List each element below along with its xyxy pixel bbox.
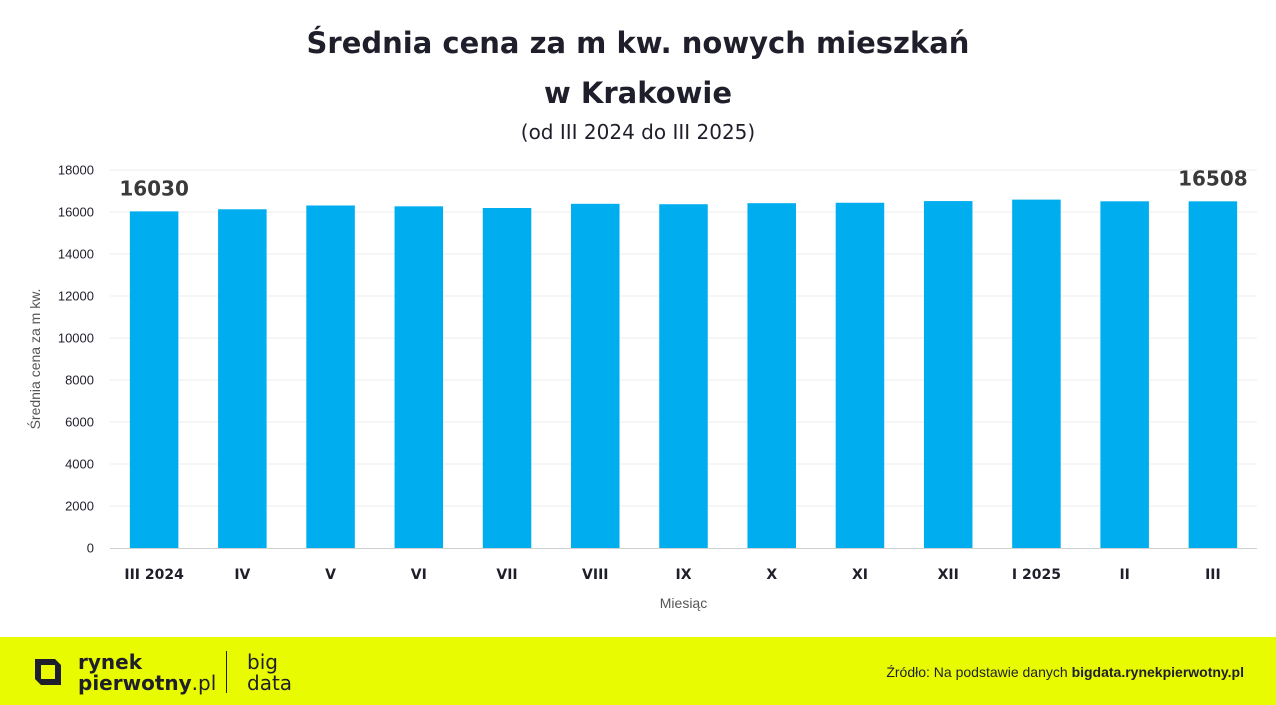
x-tick-label: IX [675,567,691,583]
footer-bar: rynek pierwotny.pl big data Źródło: Na p… [0,637,1276,705]
x-tick-label: II [1119,567,1129,583]
brand-name-main: pierwotny [78,671,192,695]
x-tick-label: III 2024 [124,567,184,583]
y-tick-label: 12000 [58,289,94,304]
y-axis-ticks: 0 2000 4000 6000 8000 10000 12000 14000 16000 180… [58,163,94,556]
x-tick-label: IV [234,567,250,583]
y-tick-label: 14000 [58,247,94,262]
rynekpierwotny-logo-icon [35,659,61,685]
x-axis-ticks: III 2024 IV V VI VII VIII IX X XI XII I 2025 II III [124,567,1220,583]
brand-name-line2: pierwotny.pl [78,672,216,694]
x-tick-label: XI [852,567,868,583]
source-note: Źródło: Na podstawie danych bigdata.ryne… [886,664,1244,680]
brand-name-line1: rynek [78,650,143,674]
bar [306,205,355,549]
y-axis-title: Średnia cena za m kw. [26,289,43,430]
y-tick-label: 4000 [65,457,94,472]
bar [1100,201,1149,548]
bar [1012,199,1061,549]
bar [923,201,973,548]
x-tick-label: VII [496,567,517,583]
y-tick-label: 2000 [65,499,94,514]
source-prefix: Źródło: Na podstawie danych [886,664,1072,680]
data-label: 16508 [1178,166,1248,190]
bar-chart: 0 2000 4000 6000 8000 10000 12000 14000 16000 180… [26,163,1257,611]
bar [129,211,179,548]
y-tick-label: 6000 [65,415,94,430]
bar [218,209,267,548]
y-tick-label: 10000 [58,331,94,346]
chart-title-line1: Średnia cena za m kw. nowych mieszkań [306,26,970,60]
x-tick-label: V [325,567,336,583]
y-tick-label: 16000 [58,205,94,220]
bar [482,208,532,548]
brand-divider [226,651,227,693]
bar [659,204,708,549]
bars [129,199,1238,549]
x-axis-title: Miesiąc [660,595,707,611]
x-tick-label: VI [411,567,427,583]
data-labels: 16030 16508 [119,166,1247,200]
bar [394,206,444,548]
x-tick-label: X [766,567,777,583]
bar [571,203,620,548]
source-link-text: bigdata.rynekpierwotny.pl [1071,664,1244,680]
y-tick-label: 8000 [65,373,94,388]
x-tick-label: VIII [582,567,608,583]
bar [835,202,885,548]
brand-name-suffix: .pl [191,671,217,695]
x-tick-label: III [1205,567,1221,583]
chart-title-line2: w Krakowie [543,76,733,110]
bar [747,203,796,548]
bigdata-logo-line2: data [247,671,293,695]
data-label: 16030 [119,176,189,200]
bar [1188,201,1238,548]
x-tick-label: I 2025 [1012,567,1061,583]
bigdata-logo-line1: big [247,650,278,674]
y-tick-label: 18000 [58,163,94,178]
chart-subtitle: (od III 2024 do III 2025) [520,120,756,144]
x-tick-label: XII [938,567,959,583]
y-tick-label: 0 [87,541,94,556]
